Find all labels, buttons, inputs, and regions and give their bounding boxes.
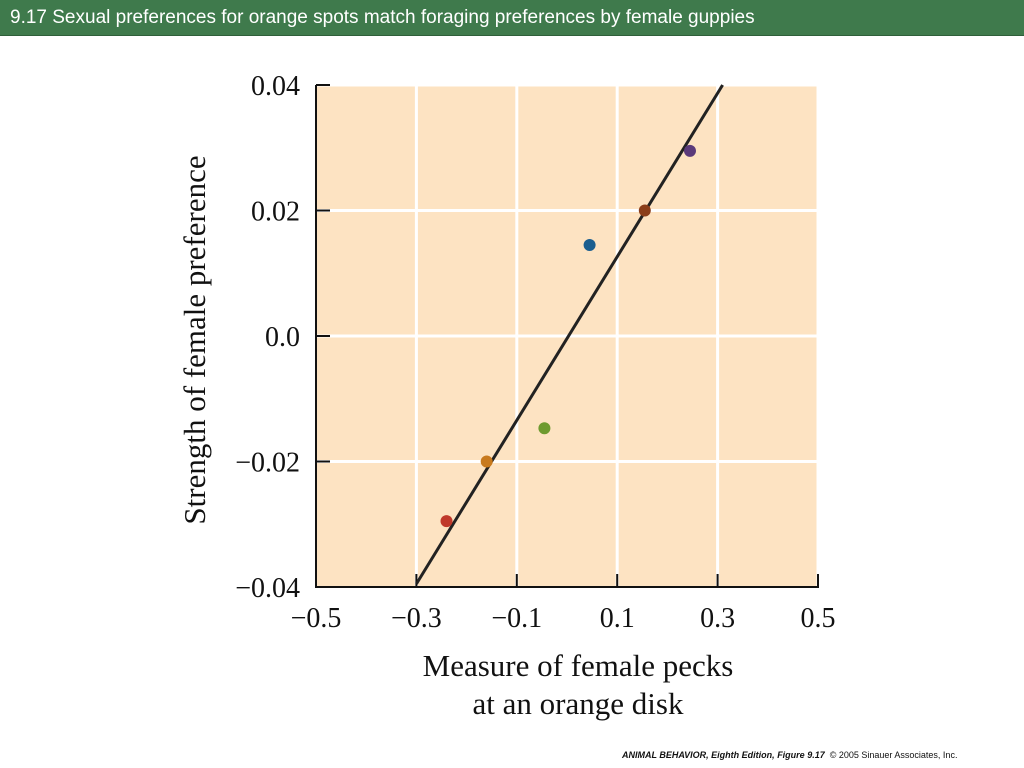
y-ticks: 0.04 0.02 0.0 −0.02 −0.04 [235,71,330,604]
y-tick-label: 0.0 [265,322,300,353]
x-axis-label-line-2: at an orange disk [473,686,684,721]
title-bar: 9.17 Sexual preferences for orange spots… [0,0,1024,36]
regression-line [415,84,724,585]
x-ticks: −0.5 −0.3 −0.1 0.1 0.3 0.5 [291,574,836,634]
x-tick-label: −0.1 [491,603,542,634]
credit-copyright: © 2005 Sinauer Associates, Inc. [829,750,958,760]
data-point [538,422,551,435]
data-point [583,239,596,252]
x-tick-label: −0.3 [391,603,442,634]
x-axis-label-line-1: Measure of female pecks [423,648,734,683]
x-tick-label: 0.3 [700,603,735,634]
data-point [683,144,696,157]
credit-book: ANIMAL BEHAVIOR, Eighth Edition, [622,750,775,760]
y-tick-label: −0.02 [235,448,300,479]
grid-lines [316,83,820,587]
data-point [480,455,493,468]
data-point [638,204,651,217]
x-tick-label: −0.5 [291,603,342,634]
data-point [440,515,453,528]
x-tick-label: 0.1 [600,603,635,634]
y-axis-label: Strength of female preference [177,155,212,524]
y-tick-label: 0.04 [251,71,300,102]
y-tick-label: 0.02 [251,197,300,228]
figure-credit: ANIMAL BEHAVIOR, Eighth Edition, Figure … [622,750,957,760]
slide-title: 9.17 Sexual preferences for orange spots… [10,7,755,28]
data-points [440,144,696,528]
y-tick-label: −0.04 [235,573,300,604]
credit-figure: Figure 9.17 [777,750,825,760]
x-tick-label: 0.5 [801,603,836,634]
